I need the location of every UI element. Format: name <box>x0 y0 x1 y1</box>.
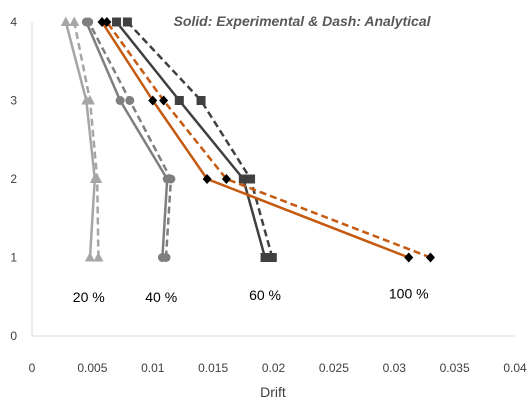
chart-title: Solid: Experimental & Dash: Analytical <box>174 13 432 29</box>
data-point <box>267 253 277 262</box>
annotation-layer: 20 % 40 % 60 % 100 % <box>73 286 429 305</box>
data-point <box>196 96 206 105</box>
series-40-percent-analytical <box>84 17 176 262</box>
x-tick-label: 0.005 <box>77 361 107 375</box>
x-tick-label: 0.03 <box>383 361 407 375</box>
data-point <box>112 17 122 27</box>
data-point <box>260 253 270 262</box>
group-label: 60 % <box>249 287 281 303</box>
group-label: 100 % <box>389 286 429 302</box>
data-point <box>425 252 435 263</box>
series-100-percent-analytical <box>102 17 435 263</box>
y-tick-label: 4 <box>10 15 17 29</box>
y-tick-label: 0 <box>10 329 17 343</box>
data-point <box>60 16 71 26</box>
data-point <box>115 96 125 105</box>
data-point <box>161 253 171 262</box>
series-line-100-percent-analytical <box>105 21 431 259</box>
x-tick-label: 0.04 <box>503 361 527 375</box>
series-layer <box>60 16 435 263</box>
series-60-percent-experimental <box>112 17 270 262</box>
x-tick-label: 0.015 <box>198 361 228 375</box>
series-line-100-percent-experimental <box>100 21 410 259</box>
series-line-40-percent-experimental <box>85 21 169 258</box>
data-point <box>202 174 212 184</box>
data-point <box>238 174 248 184</box>
series-100-percent-experimental <box>97 17 414 263</box>
series-line-60-percent-experimental <box>115 21 267 258</box>
data-point <box>97 17 107 27</box>
series-60-percent-analytical <box>122 17 277 262</box>
x-tick-label: 0.02 <box>262 361 286 375</box>
data-point <box>404 252 414 263</box>
series-line-40-percent-analytical <box>87 21 173 258</box>
x-tick-label: 0 <box>29 361 36 375</box>
data-point <box>174 96 184 105</box>
data-point <box>102 17 112 27</box>
series-20-percent-experimental <box>60 16 100 262</box>
data-point <box>159 95 169 106</box>
x-tick-labels: 0 0.005 0.01 0.015 0.02 0.025 0.03 0.035 0.04 <box>29 361 527 375</box>
y-tick-label: 3 <box>10 94 17 108</box>
axes <box>31 22 515 337</box>
data-point <box>93 252 104 262</box>
data-point <box>221 174 231 184</box>
data-point <box>69 16 80 26</box>
group-label: 40 % <box>145 289 177 305</box>
series-line-20-percent-analytical <box>73 21 100 258</box>
x-axis-title: Drift <box>260 384 286 400</box>
series-line-60-percent-analytical <box>126 21 274 258</box>
data-point <box>148 95 158 106</box>
data-point <box>122 17 132 27</box>
data-point <box>246 174 256 184</box>
x-tick-label: 0.025 <box>319 361 349 375</box>
group-label: 20 % <box>73 289 105 305</box>
series-20-percent-analytical <box>69 16 104 262</box>
data-point <box>84 17 94 27</box>
y-tick-label: 1 <box>10 251 17 265</box>
y-tick-label: 2 <box>10 172 17 186</box>
data-point <box>166 174 176 184</box>
x-tick-label: 0.01 <box>141 361 165 375</box>
data-point <box>84 252 95 262</box>
data-point <box>84 95 95 105</box>
x-tick-label: 0.035 <box>440 361 470 375</box>
series-line-20-percent-experimental <box>64 21 97 258</box>
data-point <box>92 173 103 183</box>
y-tick-labels: 0 1 2 3 4 <box>10 15 17 343</box>
data-point <box>125 96 135 105</box>
